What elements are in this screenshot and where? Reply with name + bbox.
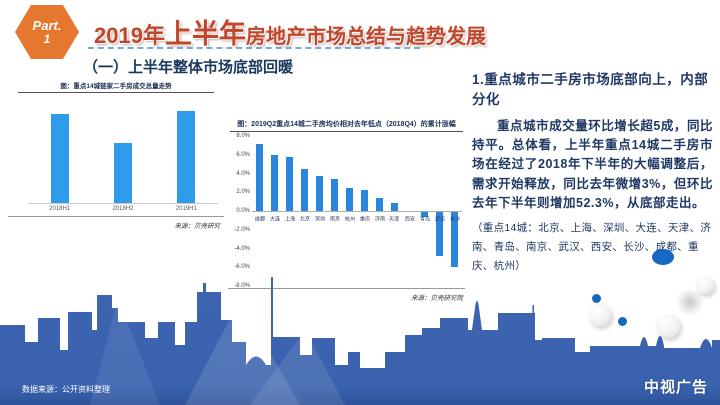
price-chart-plot: 成都 大连 上海 北京 深圳 南京 杭州 重庆 济南 天津 西安 青岛 武汉 长沙 [252,136,462,286]
bar [421,212,428,217]
bar [50,113,69,203]
y-tick-label: -6.0% [234,264,250,271]
volume-chart: 图：重点14城链家二手房成交总量走势 2018H1 2018H2 2019H1 来源… [8,80,224,230]
category-label: 武汉 [434,217,445,223]
decorative-white-sphere-1 [696,276,714,294]
bar [391,202,398,211]
price-chart-yaxis: 8.0% 6.0% 4.0% 2.0% 0.0% -2.0% -4.0% -6.0% -8.0% [228,133,252,289]
bar [451,212,458,268]
bar [177,110,196,203]
zero-axis-line [252,211,462,212]
category-label: 青岛 [419,217,430,223]
x-tick-label: 2018H2 [112,206,134,212]
decorative-blue-dot-2 [618,317,627,326]
watermark: 中视广告 [643,379,708,396]
section-heading: （一）上半年整体市场底部回暖 [83,59,294,76]
category-label: 重庆 [359,217,370,223]
slide-title-prefix: 2019年 [94,23,165,48]
y-tick-label: -8.0% [234,283,250,289]
price-chart-wrap: 8.0% 6.0% 4.0% 2.0% 0.0% -2.0% -4.0% -6.0% -8.0%… [228,133,465,289]
decorative-white-sphere-2 [589,304,611,326]
category-label: 北京 [299,217,310,223]
category-label: 济南 [374,217,385,223]
part-badge: Part. 1 [15,5,79,59]
bar-slot [28,97,91,203]
bar [436,212,443,257]
volume-chart-xlabels: 2018H1 2018H2 2019H1 [28,206,218,212]
volume-chart-title: 图：重点14城链家二手房成交总量走势 [18,80,214,93]
volume-chart-source: 来源：贝壳研究 [174,223,221,230]
slide-title-emph: 上半年 [164,19,246,49]
y-tick-label: 2.0% [236,189,250,196]
decorative-white-sphere-3 [656,314,680,338]
y-tick-label: -4.0% [234,245,250,252]
analysis-body: 重点城市成交量环比增长超5成，同比持平。总体看，上半年重点14城二手房市场在经过… [472,118,713,211]
category-label: 西安 [404,217,415,223]
analysis-note: （重点14城：北京、上海、深圳、大连、天津、济南、青岛、南京、武汉、西安、长沙、… [472,222,712,273]
analysis-panel: 1.重点城市二手房市场底部向上，内部分化 重点城市成交量环比增长超5成，同比持平… [472,70,713,276]
bar-slot [91,97,154,203]
x-tick-label: 2019H1 [175,206,197,212]
bar [113,142,132,203]
y-tick-label: -2.0% [234,226,250,233]
city-skyline-graphic [0,277,720,405]
slide-title-rest: 房地产市场总结与趋势发展 [245,26,486,48]
analysis-heading: 1.重点城市二手房市场底部向上，内部分化 [472,72,709,108]
bar [346,187,353,211]
bar [331,179,338,211]
category-label: 天津 [389,217,400,223]
volume-chart-plot [28,97,218,204]
price-chart: 图：2019Q2重点14城二手房均价相对去年低点（2018Q4）的累计涨幅 8.… [228,119,465,311]
part-label: Part. [32,17,62,33]
category-label: 深圳 [314,217,325,223]
bar [361,190,368,211]
category-label: 成都 [254,217,265,223]
decorative-blue-bubble-large [652,249,674,265]
volume-chart-baseline [8,216,224,217]
decorative-blue-dot-1 [592,294,601,303]
bar [271,154,278,211]
category-label: 杭州 [344,217,355,223]
category-label: 长沙 [449,217,460,223]
y-tick-label: 8.0% [236,133,250,139]
bar [316,176,323,211]
bar [301,168,308,211]
price-chart-baseline [228,288,465,289]
category-label: 上海 [284,217,295,223]
bar [376,197,383,211]
bar [286,156,293,211]
y-tick-label: 6.0% [236,151,250,158]
data-source-note: 数据来源：公开资料整理 [22,385,110,394]
category-label: 南京 [329,217,340,223]
title-dashed-divider [88,47,420,49]
x-tick-label: 2018H1 [49,206,71,212]
price-chart-title: 图：2019Q2重点14城二手房均价相对去年低点（2018Q4）的累计涨幅 [230,119,463,132]
slide-title: 2019年上半年房地产市场总结与趋势发展 [94,12,486,51]
y-tick-label: 0.0% [236,208,250,214]
bar-slot [155,97,218,203]
bar [255,143,263,211]
y-tick-label: 4.0% [236,170,250,177]
price-chart-source: 来源：贝壳研究院 [411,295,463,302]
part-number: 1 [43,31,51,46]
category-label: 大连 [269,217,280,223]
